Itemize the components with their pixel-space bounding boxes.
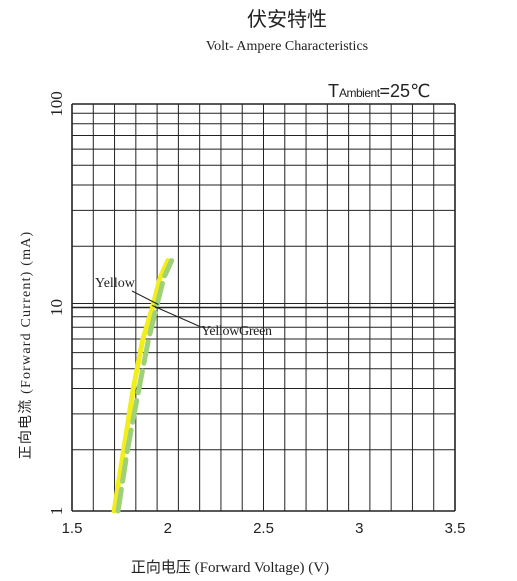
y-axis-label: 正向电流 (Forward Current) (mA) [18,231,34,460]
ambient-value: =25℃ [380,81,431,101]
series-leader-line [131,290,159,305]
series-labels: Yellow YellowGreen [95,276,272,339]
x-axis-label: 正向电压 (Forward Voltage) (V) [131,559,329,576]
ambient-temperature-annotation: TAmbient=25℃ [328,81,430,101]
tick-labels: 1.5 2 2.5 3 3.5 1 10 100 [47,91,465,537]
svg-text:TAmbient=25℃: TAmbient=25℃ [328,81,430,101]
grid [71,103,456,512]
series-line-yellow [111,258,171,514]
series-label: YellowGreen [201,324,272,339]
x-tick-label: 3.5 [445,520,466,537]
ambient-t: T [328,81,339,101]
series-line-yellowgreen [115,258,175,514]
x-tick-label: 2 [164,520,172,537]
series-leader-line [152,305,202,328]
y-tick-label: 1 [47,507,66,516]
chart-title: 伏安特性 [247,8,327,31]
series-label: Yellow [95,276,136,291]
x-tick-label: 2.5 [253,520,274,537]
ambient-subscript: Ambient [339,86,381,100]
chart-subtitle: Volt- Ampere Characteristics [206,39,368,54]
y-tick-label: 10 [47,299,66,316]
series-lines [111,258,175,514]
x-tick-label: 1.5 [62,520,83,537]
y-tick-label: 100 [47,91,66,117]
x-tick-label: 3 [355,520,363,537]
